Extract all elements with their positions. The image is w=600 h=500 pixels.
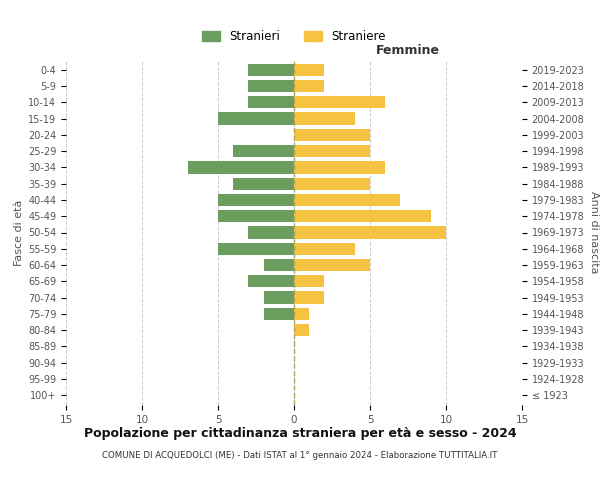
Bar: [294, 275, 325, 287]
Bar: [218, 194, 294, 206]
Legend: Stranieri, Straniere: Stranieri, Straniere: [197, 26, 391, 48]
Bar: [294, 80, 325, 92]
Bar: [294, 145, 370, 157]
Bar: [248, 226, 294, 238]
Bar: [233, 178, 294, 190]
Bar: [248, 275, 294, 287]
Bar: [263, 292, 294, 304]
Bar: [294, 129, 370, 141]
Y-axis label: Anni di nascita: Anni di nascita: [589, 191, 599, 274]
Text: Popolazione per cittadinanza straniera per età e sesso - 2024: Popolazione per cittadinanza straniera p…: [83, 428, 517, 440]
Bar: [218, 210, 294, 222]
Bar: [294, 178, 370, 190]
Bar: [218, 112, 294, 124]
Y-axis label: Fasce di età: Fasce di età: [14, 200, 24, 266]
Bar: [294, 112, 355, 124]
Bar: [248, 96, 294, 108]
Bar: [263, 259, 294, 271]
Bar: [294, 96, 385, 108]
Text: COMUNE DI ACQUEDOLCI (ME) - Dati ISTAT al 1° gennaio 2024 - Elaborazione TUTTITA: COMUNE DI ACQUEDOLCI (ME) - Dati ISTAT a…: [103, 450, 497, 460]
Bar: [294, 194, 400, 206]
Bar: [294, 308, 309, 320]
Bar: [294, 292, 325, 304]
Bar: [294, 64, 325, 76]
Bar: [188, 162, 294, 173]
Bar: [218, 242, 294, 255]
Bar: [294, 242, 355, 255]
Bar: [294, 162, 385, 173]
Text: Femmine: Femmine: [376, 44, 440, 57]
Bar: [263, 308, 294, 320]
Bar: [233, 145, 294, 157]
Bar: [294, 226, 446, 238]
Bar: [294, 324, 309, 336]
Bar: [248, 80, 294, 92]
Bar: [248, 64, 294, 76]
Bar: [294, 259, 370, 271]
Bar: [294, 210, 431, 222]
